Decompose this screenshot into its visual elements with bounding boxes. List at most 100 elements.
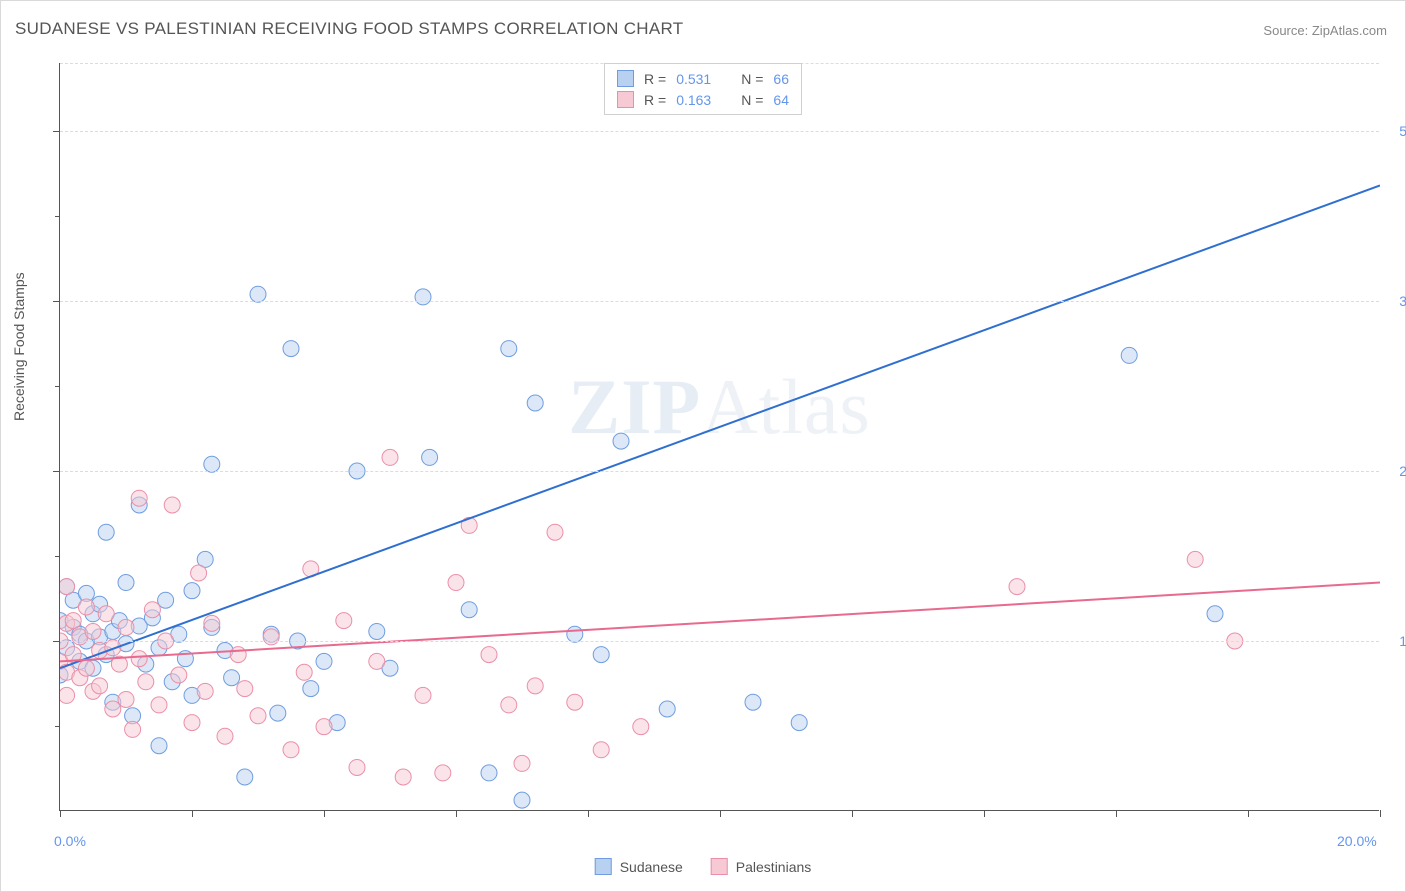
data-point <box>461 602 477 618</box>
regression-line <box>60 185 1380 668</box>
data-point <box>151 738 167 754</box>
legend-item-palestinians: Palestinians <box>711 858 812 875</box>
r-label: R = <box>644 92 666 108</box>
correlation-legend: R = 0.531 N = 66 R = 0.163 N = 64 <box>604 63 802 115</box>
data-point <box>316 719 332 735</box>
data-point <box>78 660 94 676</box>
legend-label-sudanese: Sudanese <box>620 859 683 875</box>
data-point <box>204 456 220 472</box>
swatch-palestinians <box>711 858 728 875</box>
data-point <box>118 691 134 707</box>
source-link[interactable]: ZipAtlas.com <box>1312 23 1387 38</box>
plot-area: ZIPAtlas 12.5%25.0%37.5%50.0% <box>59 63 1379 811</box>
swatch-palestinians <box>617 91 634 108</box>
data-point <box>151 697 167 713</box>
n-value-sudanese: 66 <box>773 71 789 87</box>
y-tick-label: 37.5% <box>1399 293 1406 309</box>
data-point <box>263 629 279 645</box>
data-point <box>514 792 530 808</box>
data-point <box>171 667 187 683</box>
data-point <box>85 623 101 639</box>
data-point <box>224 670 240 686</box>
data-point <box>237 681 253 697</box>
data-point <box>481 765 497 781</box>
data-point <box>283 341 299 357</box>
x-axis-start-label: 0.0% <box>54 833 86 849</box>
data-point <box>501 697 517 713</box>
data-point <box>131 490 147 506</box>
x-axis-end-label: 20.0% <box>1337 833 1377 849</box>
legend-row-palestinians: R = 0.163 N = 64 <box>617 89 789 110</box>
data-point <box>296 664 312 680</box>
data-point <box>118 575 134 591</box>
swatch-sudanese <box>617 70 634 87</box>
r-value-palestinians: 0.163 <box>676 92 711 108</box>
data-point <box>527 395 543 411</box>
data-point <box>191 565 207 581</box>
data-point <box>613 433 629 449</box>
data-point <box>593 742 609 758</box>
series-legend: Sudanese Palestinians <box>595 858 812 875</box>
data-point <box>316 653 332 669</box>
data-point <box>78 599 94 615</box>
data-point <box>237 769 253 785</box>
data-point <box>204 615 220 631</box>
data-point <box>184 583 200 599</box>
data-point <box>60 687 75 703</box>
data-point <box>270 705 286 721</box>
data-point <box>250 708 266 724</box>
data-point <box>633 719 649 735</box>
swatch-sudanese <box>595 858 612 875</box>
data-point <box>118 619 134 635</box>
data-point <box>659 701 675 717</box>
data-point <box>60 579 75 595</box>
data-point <box>184 715 200 731</box>
data-point <box>303 681 319 697</box>
data-point <box>158 592 174 608</box>
data-point <box>336 613 352 629</box>
data-point <box>217 728 233 744</box>
data-point <box>791 715 807 731</box>
data-point <box>501 341 517 357</box>
legend-item-sudanese: Sudanese <box>595 858 683 875</box>
data-point <box>415 687 431 703</box>
data-point <box>197 683 213 699</box>
n-label: N = <box>741 71 763 87</box>
data-point <box>1009 579 1025 595</box>
data-point <box>369 623 385 639</box>
data-point <box>567 626 583 642</box>
data-point <box>382 449 398 465</box>
source-attribution: Source: ZipAtlas.com <box>1263 23 1387 38</box>
data-point <box>65 613 81 629</box>
data-point <box>144 602 160 618</box>
data-point <box>593 647 609 663</box>
data-point <box>125 721 141 737</box>
legend-label-palestinians: Palestinians <box>736 859 812 875</box>
data-point <box>98 524 114 540</box>
data-point <box>250 286 266 302</box>
r-value-sudanese: 0.531 <box>676 71 711 87</box>
y-axis-label: Receiving Food Stamps <box>11 272 27 421</box>
data-point <box>567 694 583 710</box>
regression-line <box>60 583 1380 662</box>
legend-row-sudanese: R = 0.531 N = 66 <box>617 68 789 89</box>
data-point <box>369 653 385 669</box>
data-point <box>131 651 147 667</box>
data-point <box>105 701 121 717</box>
data-point <box>230 647 246 663</box>
data-point <box>745 694 761 710</box>
y-tick-label: 12.5% <box>1399 633 1406 649</box>
data-point <box>448 575 464 591</box>
data-point <box>98 606 114 622</box>
data-point <box>395 769 411 785</box>
source-label: Source: <box>1263 23 1308 38</box>
data-point <box>514 755 530 771</box>
data-point <box>349 759 365 775</box>
data-point <box>138 674 154 690</box>
data-point <box>527 678 543 694</box>
chart-container: SUDANESE VS PALESTINIAN RECEIVING FOOD S… <box>0 0 1406 892</box>
data-point <box>1187 551 1203 567</box>
data-point <box>92 678 108 694</box>
data-point <box>1121 347 1137 363</box>
data-point <box>422 449 438 465</box>
